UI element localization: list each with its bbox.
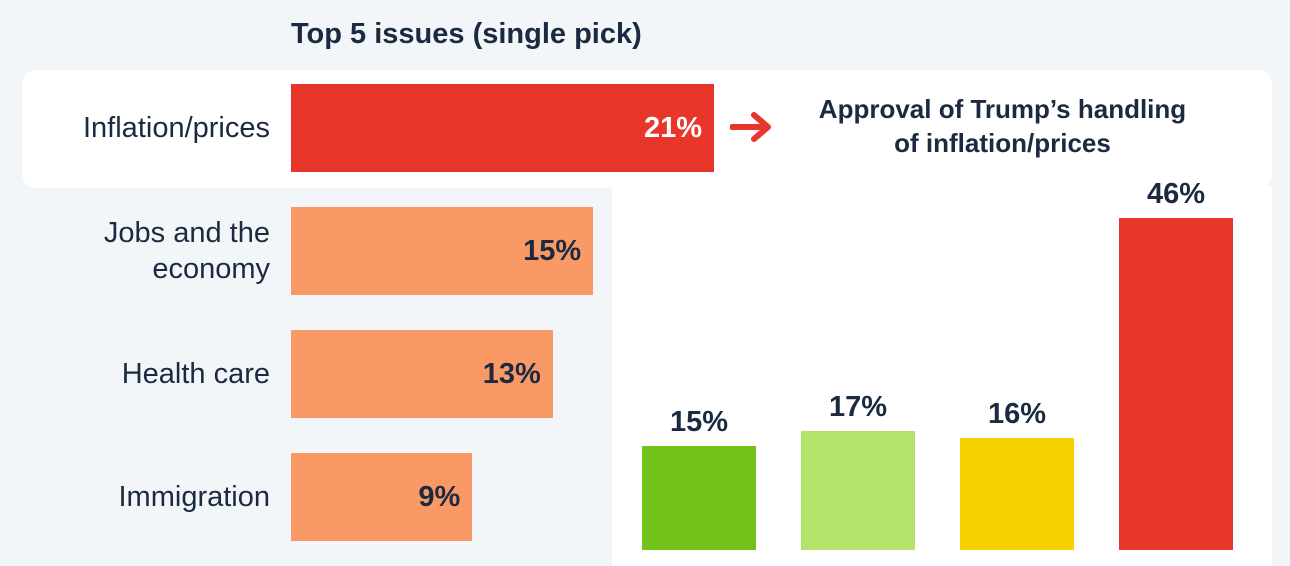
arrow-right-icon	[730, 112, 771, 142]
chart-canvas: Top 5 issues (single pick) Inflation/pri…	[22, 18, 1272, 566]
approval-bar	[1119, 218, 1233, 550]
bar-value-label: 13%	[482, 358, 541, 390]
approval-chart-title: Approval of Trump’s handling of inflatio…	[790, 92, 1215, 160]
issue-bar: 9%	[291, 453, 473, 541]
bar-value-label: 21%	[643, 112, 702, 144]
bar-value-label: 15%	[523, 235, 582, 267]
issue-bar: 21%	[291, 84, 714, 172]
issue-bar: 15%	[291, 207, 594, 295]
approval-bar	[642, 445, 756, 550]
category-label: Health care	[121, 358, 270, 390]
approval-value-label: 46%	[1146, 178, 1206, 210]
category-label: Immigration	[118, 481, 271, 513]
approval-value-label: 15%	[669, 405, 729, 438]
category-label: Inflation/prices	[83, 112, 270, 144]
approval-bar	[960, 438, 1074, 550]
approval-value-label: 16%	[987, 398, 1047, 431]
category-label: Jobs and the economy	[103, 217, 270, 285]
issue-bar: 13%	[291, 330, 553, 418]
bar-value-label: 9%	[418, 481, 461, 513]
approval-value-label: 17%	[828, 391, 888, 424]
approval-title-line-2: of inflation/prices	[894, 128, 1111, 158]
approval-bar	[801, 431, 915, 550]
issues-chart-title: Top 5 issues (single pick)	[291, 18, 642, 50]
approval-title-line-1: Approval of Trump’s handling	[818, 94, 1187, 124]
